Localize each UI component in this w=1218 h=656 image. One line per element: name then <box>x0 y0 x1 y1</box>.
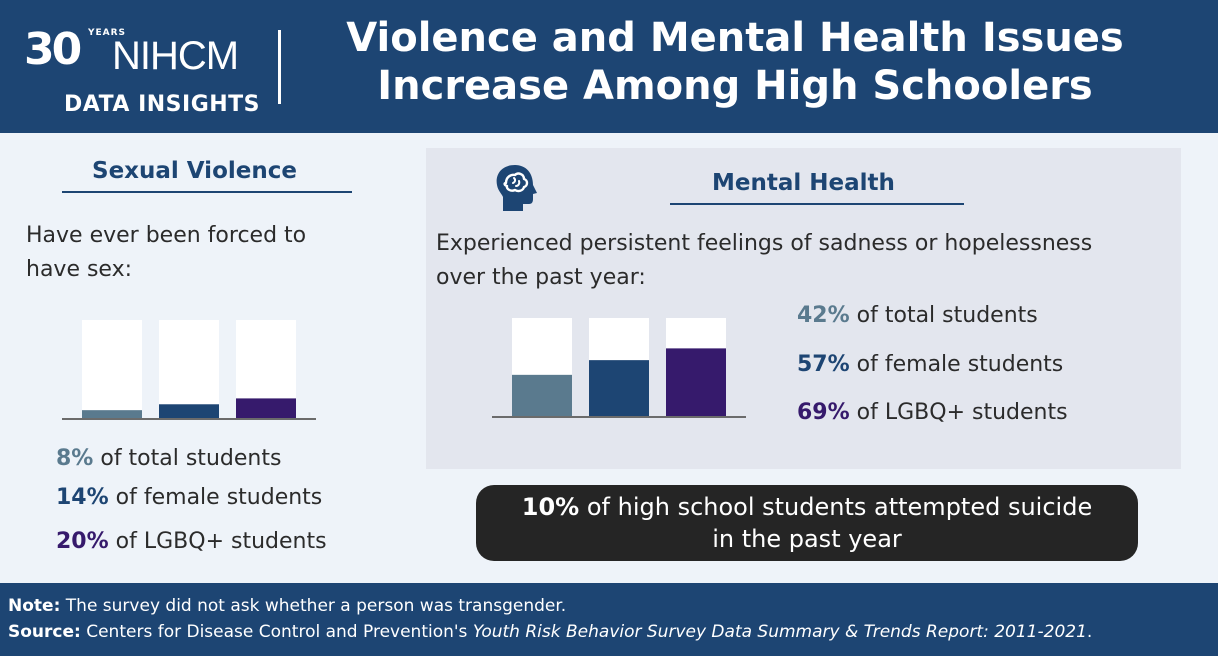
logo-subtitle: DATA INSIGHTS <box>64 92 261 117</box>
mh-stat-female-pct: 57% <box>797 352 850 377</box>
footer-source-end: . <box>1086 622 1093 642</box>
sv-bar-bg-total <box>82 320 142 418</box>
sv-stat-lgbq-pct: 20% <box>56 529 109 554</box>
sv-bar-total <box>82 410 142 418</box>
mh-stat-lgbq-pct: 69% <box>797 400 850 425</box>
mh-stat-total: 42% of total students <box>797 303 1038 328</box>
page-title: Violence and Mental Health Issues Increa… <box>310 14 1160 110</box>
mental-health-underline <box>670 203 964 205</box>
callout-text-line1: of high school students attempted suicid… <box>579 493 1093 521</box>
callout-pct: 10% <box>521 493 580 521</box>
sexual-violence-underline <box>62 191 352 193</box>
sexual-violence-title: Sexual Violence <box>92 158 297 184</box>
mental-health-question-line1: Experienced persistent feelings of sadne… <box>436 231 1093 256</box>
sv-stat-total: 8% of total students <box>56 446 281 471</box>
mh-bar-lgbq <box>666 348 726 416</box>
header-banner: 30 YEARS NIHCM DATA INSIGHTS Violence an… <box>0 0 1218 133</box>
sv-stat-female: 14% of female students <box>56 485 322 510</box>
mental-health-title: Mental Health <box>712 170 895 196</box>
mh-stat-total-label: of total students <box>849 303 1038 328</box>
sv-stat-lgbq-label: of LGBQ+ students <box>108 529 327 554</box>
sexual-violence-question-line2: have sex: <box>26 257 133 282</box>
footer: Note: The survey did not ask whether a p… <box>0 583 1218 656</box>
callout-text-line2: in the past year <box>712 525 902 553</box>
page-title-line2: Increase Among High Schoolers <box>377 63 1093 109</box>
suicide-callout: 10% of high school students attempted su… <box>476 485 1138 561</box>
footer-note-label: Note: <box>8 596 61 616</box>
footer-note: Note: The survey did not ask whether a p… <box>8 596 566 616</box>
mh-stat-female-label: of female students <box>849 352 1064 377</box>
sexual-violence-question-line1: Have ever been forced to <box>26 223 307 248</box>
sv-stat-total-pct: 8% <box>56 446 94 471</box>
mental-health-question: Experienced persistent feelings of sadne… <box>436 227 1092 295</box>
callout-line1: 10% of high school students attempted su… <box>476 491 1138 523</box>
sv-stat-female-pct: 14% <box>56 485 109 510</box>
head-brain-icon <box>496 165 537 211</box>
sv-stat-female-label: of female students <box>108 485 323 510</box>
footer-source: Source: Centers for Disease Control and … <box>8 622 1092 642</box>
page-title-line1: Violence and Mental Health Issues <box>346 15 1124 61</box>
footer-source-text: Centers for Disease Control and Preventi… <box>80 622 473 642</box>
sv-stat-total-label: of total students <box>93 446 282 471</box>
sv-stat-lgbq: 20% of LGBQ+ students <box>56 529 327 554</box>
footer-source-title: Youth Risk Behavior Survey Data Summary … <box>472 622 1087 642</box>
logo-30: 30 <box>24 24 82 75</box>
sexual-violence-question: Have ever been forced to have sex: <box>26 219 306 287</box>
mh-bar-female <box>589 360 649 416</box>
nihcm-logo: 30 YEARS NIHCM DATA INSIGHTS <box>24 22 264 122</box>
sv-bar-bg-female <box>159 320 219 418</box>
sv-bar-female <box>159 404 219 418</box>
footer-note-text: The survey did not ask whether a person … <box>60 596 567 616</box>
logo-brand: NIHCM <box>112 34 239 78</box>
mh-stat-total-pct: 42% <box>797 303 850 328</box>
mh-stat-lgbq: 69% of LGBQ+ students <box>797 400 1068 425</box>
sv-bar-lgbq <box>236 398 296 418</box>
footer-source-label: Source: <box>8 622 81 642</box>
mh-bar-total <box>512 374 572 416</box>
header-divider <box>278 30 281 104</box>
mh-stat-female: 57% of female students <box>797 352 1063 377</box>
logo-years: YEARS <box>88 28 127 38</box>
mental-health-question-line2: over the past year: <box>436 265 646 290</box>
mh-stat-lgbq-label: of LGBQ+ students <box>849 400 1068 425</box>
